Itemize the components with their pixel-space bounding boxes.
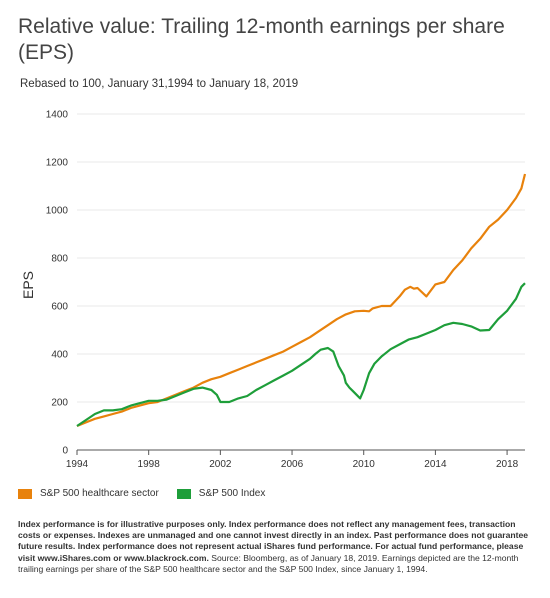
line-chart: 0 200 400 600 800 1000 1200 1400 1994 1998 2002 20… — [20, 110, 527, 470]
legend-label-healthcare: S&P 500 healthcare sector — [40, 488, 159, 499]
y-tick-labels: 0 200 400 600 800 1000 1200 1400 — [46, 110, 69, 457]
disclaimer-notes: Index performance is for illustrative pu… — [18, 519, 538, 575]
y-tick-label: 400 — [51, 350, 68, 361]
legend: S&P 500 healthcare sector S&P 500 Index — [18, 488, 283, 499]
x-tick-label: 2010 — [353, 459, 376, 470]
x-tick-label: 2006 — [281, 459, 304, 470]
legend-swatch-healthcare — [18, 488, 32, 499]
x-tick-label: 2018 — [496, 459, 519, 470]
x-tick-label: 2014 — [424, 459, 447, 470]
y-tick-label: 1000 — [46, 206, 69, 217]
disclaimer-bold: Index performance is for illustrative pu… — [18, 519, 529, 563]
disclaimer-source: Source: Bloomberg, as of January 18, 201… — [18, 552, 519, 574]
y-tick-label: 600 — [51, 302, 68, 313]
legend-swatch-sp500 — [176, 488, 191, 499]
legend-label-sp500: S&P 500 Index — [198, 488, 266, 499]
x-tick-labels: 1994 1998 2002 2006 2010 2014 2018 — [66, 459, 519, 470]
x-tick-label: 2002 — [209, 459, 232, 470]
series-lines — [76, 173, 527, 428]
legend-item-healthcare[interactable]: S&P 500 healthcare sector — [18, 488, 159, 499]
y-tick-label: 0 — [62, 446, 68, 457]
chart-subtitle: Rebased to 100, January 31,1994 to Janua… — [20, 78, 299, 90]
y-tick-label: 1200 — [46, 158, 69, 169]
x-tick-label: 1998 — [138, 459, 161, 470]
y-tick-label: 200 — [51, 398, 68, 409]
chart-title: Relative value: Trailing 12-month earnin… — [18, 15, 505, 64]
legend-item-sp500[interactable]: S&P 500 Index — [176, 488, 266, 499]
y-axis-label: EPS — [20, 271, 36, 299]
y-tick-label: 1400 — [46, 110, 69, 121]
series-line-healthcare[interactable] — [76, 173, 527, 428]
x-tick-label: 1994 — [66, 459, 89, 470]
y-tick-label: 800 — [51, 254, 68, 265]
series-line-sp500[interactable] — [76, 282, 526, 427]
